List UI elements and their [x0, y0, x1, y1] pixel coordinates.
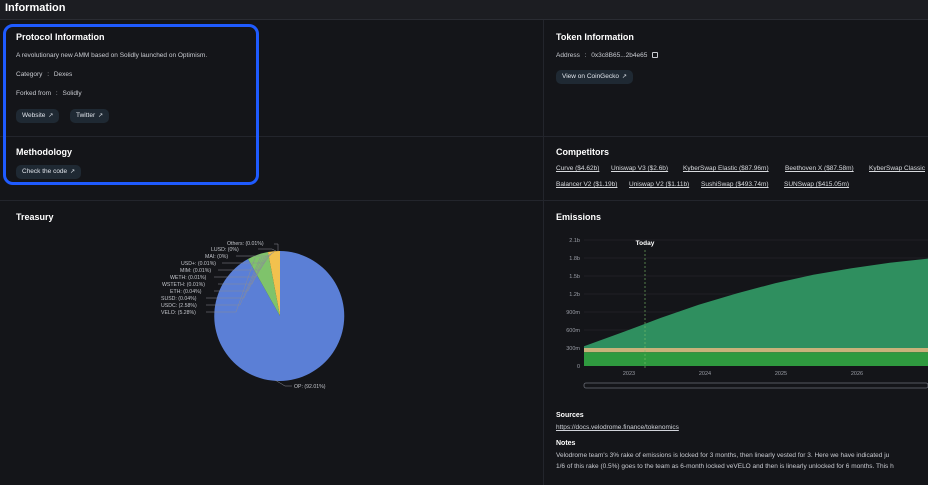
pie-label-mim: MIM: (0.01%) [180, 268, 212, 274]
x-tick: 2026 [851, 371, 863, 377]
website-label: Website [22, 112, 46, 119]
row-divider [0, 136, 928, 137]
treasury-heading: Treasury [16, 212, 54, 222]
sources-link[interactable]: https://docs.velodrome.finance/tokenomic… [556, 424, 679, 431]
category-separator: : [47, 71, 49, 78]
section-title: Information [5, 2, 66, 14]
pie-label-weth: WETH: (0.01%) [170, 275, 207, 281]
row-divider [0, 200, 928, 201]
notes-line-2: 1/6 of this rake (0.5%) goes to the team… [556, 463, 894, 470]
copy-icon[interactable] [652, 52, 659, 59]
pie-label-op: OP: (92.01%) [294, 384, 326, 390]
external-link-icon: ↗ [98, 113, 104, 119]
address-value: 0x3c8B65...2b4e65 [591, 52, 648, 59]
pie-label-usdc: USDC: (2.58%) [161, 303, 197, 309]
protocol-description: A revolutionary new AMM based on Solidly… [16, 52, 208, 59]
y-tick: 1.8b [569, 256, 580, 262]
pie-label-lusd: LUSD: (0%) [211, 247, 239, 253]
external-link-icon: ↗ [621, 74, 627, 80]
competitor-link[interactable]: Uniswap V2 ($1.11b) [629, 181, 690, 188]
section-header: Information [0, 0, 928, 20]
category-label: Category [16, 71, 43, 78]
address-label: Address [556, 52, 580, 59]
x-tick: 2023 [623, 371, 635, 377]
methodology-heading: Methodology [16, 147, 72, 157]
pie-slice-op[interactable] [214, 251, 345, 381]
twitter-button[interactable]: Twitter ↗ [70, 109, 110, 123]
competitor-link[interactable]: Balancer V2 ($1.19b) [556, 181, 618, 188]
series-area-mid [584, 348, 928, 353]
forked-row: Forked from : Solidly [16, 90, 82, 97]
token-heading: Token Information [556, 32, 634, 42]
y-tick: 300m [566, 346, 580, 352]
coingecko-label: View on CoinGecko [562, 73, 619, 80]
check-code-button[interactable]: Check the code ↗ [16, 165, 82, 179]
y-axis-ticks: 2.1b 1.8b 1.5b 1.2b 900m 600m 300m 0 [566, 238, 580, 370]
competitor-link[interactable]: SushiSwap ($493.74m) [701, 181, 769, 188]
competitor-link[interactable]: Uniswap V3 ($2.6b) [611, 165, 669, 172]
y-tick: 900m [566, 310, 580, 316]
treasury-pie-chart [206, 243, 345, 387]
competitor-link[interactable]: KyberSwap Elastic ($87.96m) [683, 165, 769, 172]
competitor-link[interactable]: Curve ($4.62b) [556, 165, 600, 172]
competitor-link[interactable]: KyberSwap Classic [869, 165, 925, 172]
emission-series [584, 239, 928, 366]
sources-heading: Sources [556, 412, 584, 419]
competitors-heading: Competitors [556, 147, 610, 157]
x-tick: 2025 [775, 371, 787, 377]
pie-label-velo: VELO: (5.28%) [161, 310, 196, 316]
y-tick: 2.1b [569, 238, 580, 244]
twitter-label: Twitter [76, 112, 96, 119]
pie-label-others: Others: (0.01%) [227, 241, 264, 247]
emissions-chart: 2.1b 1.8b 1.5b 1.2b 900m 600m 300m 0 202… [566, 238, 928, 389]
pie-label-usdplus: USD+: (0.01%) [181, 261, 217, 267]
pie-slice-usdc[interactable] [268, 250, 280, 316]
series-area-main [584, 258, 928, 348]
pie-label-eth: ETH: (0.04%) [170, 289, 202, 295]
website-button[interactable]: Website ↗ [16, 109, 60, 123]
address-row: Address : 0x3c8B65...2b4e65 [556, 52, 659, 59]
y-tick: 600m [566, 328, 580, 334]
external-link-icon: ↗ [48, 113, 54, 119]
x-tick: 2024 [699, 371, 711, 377]
pie-leader-lines [206, 243, 292, 387]
y-tick: 1.2b [569, 292, 580, 298]
forked-label: Forked from [16, 90, 52, 97]
address-separator: : [584, 52, 587, 59]
pie-label-susd: SUSD: (0.04%) [161, 296, 197, 302]
forked-value: Solidly [62, 90, 82, 97]
notes-line-1: Velodrome team's 3% rake of emissions is… [556, 452, 890, 459]
today-label: Today [636, 240, 655, 247]
competitor-link[interactable]: Beethoven X ($87.58m) [785, 165, 854, 172]
coingecko-button[interactable]: View on CoinGecko ↗ [556, 70, 633, 84]
x-axis-ticks: 2023 2024 2025 2026 [623, 371, 863, 377]
check-code-label: Check the code [22, 168, 68, 175]
emissions-heading: Emissions [556, 212, 602, 222]
competitor-link[interactable]: SUNSwap ($415.05m) [784, 181, 850, 188]
category-value: Dexes [53, 71, 73, 78]
y-tick: 0 [577, 364, 580, 370]
y-tick: 1.5b [569, 274, 580, 280]
pie-label-mai: MAI: (0%) [205, 254, 229, 260]
pie-label-wsteth: WSTETH: (0.01%) [162, 282, 205, 288]
protocol-heading: Protocol Information [16, 32, 105, 42]
category-row: Category : Dexes [16, 71, 72, 78]
forked-separator: : [55, 90, 58, 97]
selection-highlight [3, 24, 259, 185]
notes-heading: Notes [556, 440, 576, 447]
series-area-base [584, 352, 928, 366]
external-link-icon: ↗ [70, 169, 76, 175]
column-divider [543, 20, 544, 485]
chart-scrollbar[interactable] [583, 382, 928, 389]
